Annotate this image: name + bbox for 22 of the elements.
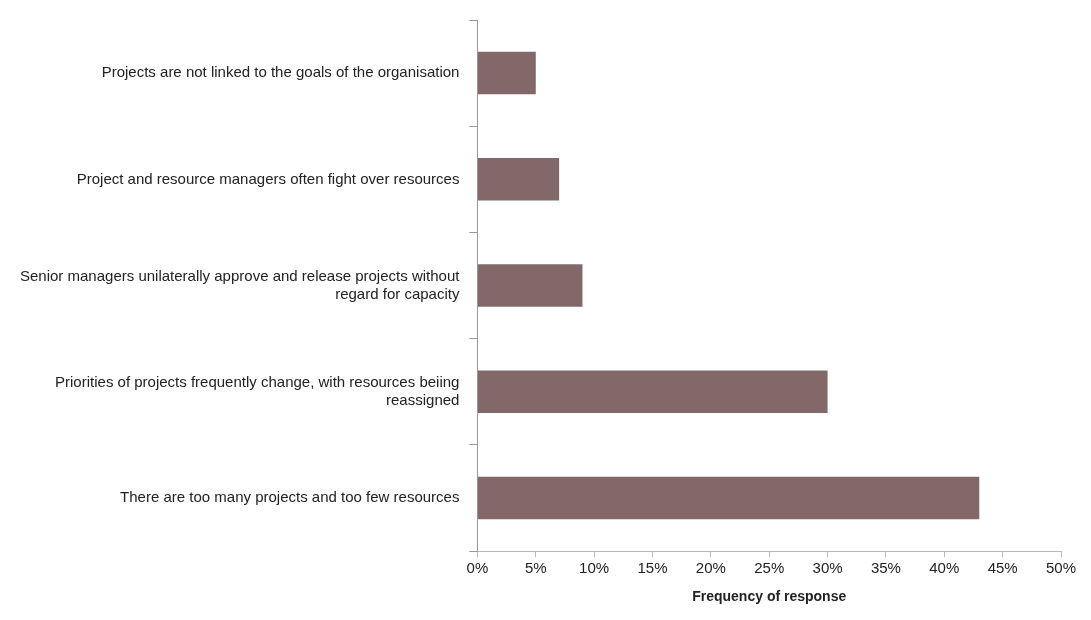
- y-tick-label: Project and resource managers often fight over resources: [76, 169, 460, 187]
- x-axis-title: Frequency of response: [692, 588, 847, 605]
- x-tick-label: 45%: [987, 559, 1018, 577]
- bar: [477, 476, 980, 520]
- x-tick-label: 40%: [929, 559, 960, 577]
- x-tick-label: 35%: [870, 559, 901, 577]
- bar: [477, 51, 536, 95]
- x-tick-label: 0%: [466, 559, 489, 577]
- x-tick-label: 15%: [637, 559, 668, 577]
- x-tick-label: 10%: [579, 559, 610, 577]
- bar: [477, 158, 560, 201]
- x-tick-label: 25%: [754, 559, 785, 577]
- bar: [477, 264, 583, 307]
- x-tick-label: 30%: [812, 559, 843, 577]
- x-tick-label: 20%: [695, 559, 726, 577]
- bar: [477, 370, 828, 414]
- y-tick-label: Senior managers unilaterally approve and release projects without regard for capacity: [19, 266, 461, 302]
- x-tick-label: 5%: [524, 559, 547, 577]
- y-tick-label: Projects are not linked to the goals of the organisation: [101, 63, 460, 81]
- y-tick-label: Priorities of projects frequently change, with resources beiing reassigned: [55, 372, 460, 408]
- y-tick-label: There are too many projects and too few resources: [120, 488, 460, 506]
- x-tick-label: 50%: [1045, 559, 1077, 577]
